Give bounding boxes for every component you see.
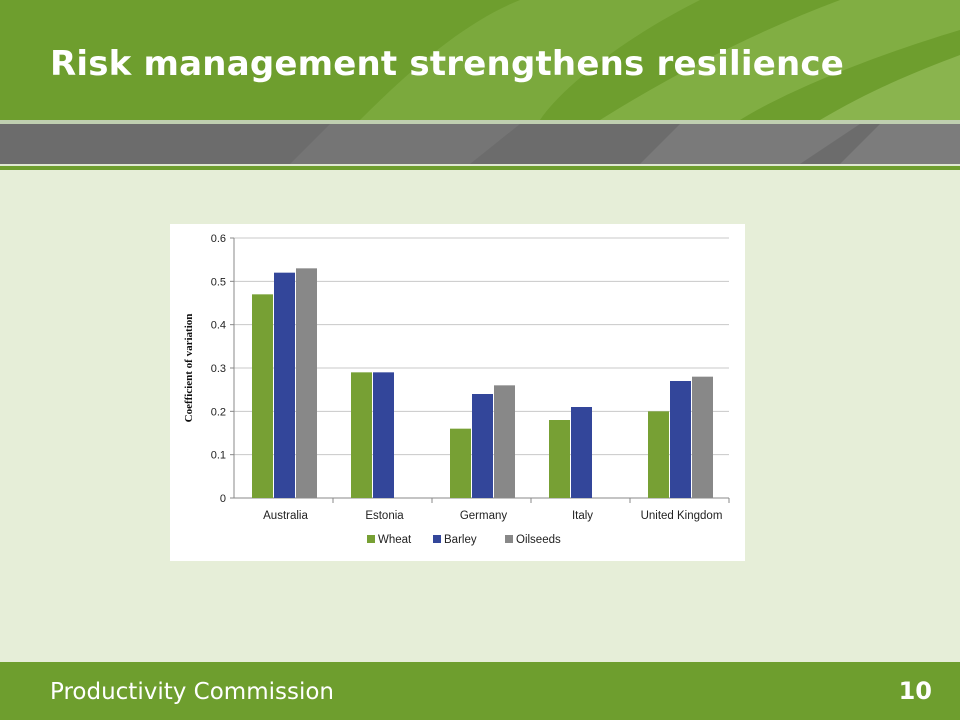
bar-oilseeds-united-kingdom xyxy=(692,376,713,498)
bar-wheat-estonia xyxy=(351,372,372,498)
x-tick-label: Estonia xyxy=(365,510,404,522)
page-number: 10 xyxy=(898,677,932,705)
y-tick-label: 0.6 xyxy=(211,233,226,245)
bar-wheat-italy xyxy=(549,420,570,498)
footer-label: Productivity Commission xyxy=(50,679,334,705)
bar-wheat-germany xyxy=(450,428,471,498)
bar-wheat-australia xyxy=(252,294,273,498)
y-tick-label: 0.1 xyxy=(211,450,226,462)
x-tick-label: United Kingdom xyxy=(641,510,723,522)
y-tick-label: 0.4 xyxy=(211,320,226,332)
bar-barley-australia xyxy=(274,272,295,498)
legend-label-wheat: Wheat xyxy=(378,534,412,546)
band-decoration xyxy=(0,120,960,170)
legend-label-oilseeds: Oilseeds xyxy=(516,534,561,546)
bar-oilseeds-germany xyxy=(494,385,515,498)
y-tick-label: 0 xyxy=(220,493,226,505)
slide-title: Risk management strengthens resilience xyxy=(50,44,844,84)
legend-swatch-oilseeds xyxy=(505,535,513,543)
legend-label-barley: Barley xyxy=(444,534,477,546)
bar-barley-germany xyxy=(472,394,493,498)
slide-header: Risk management strengthens resilience xyxy=(0,0,960,120)
bar-barley-italy xyxy=(571,407,592,498)
legend-swatch-barley xyxy=(433,535,441,543)
y-tick-label: 0.2 xyxy=(211,406,226,418)
bar-barley-estonia xyxy=(373,372,394,498)
bar-barley-united-kingdom xyxy=(670,381,691,498)
slide-footer: Productivity Commission 10 xyxy=(0,662,960,720)
legend-swatch-wheat xyxy=(367,535,375,543)
bar-chart: 0 0.1 0.2 0.3 0.4 0.5 0.6 Australia Estonia Germa… xyxy=(183,233,730,546)
y-axis-label: Coefficient of variation xyxy=(183,314,195,423)
header-decoration xyxy=(360,0,960,120)
x-tick-label: Italy xyxy=(572,510,593,522)
chart-container: 0 0.1 0.2 0.3 0.4 0.5 0.6 Australia Estonia Germa… xyxy=(170,224,745,561)
y-tick-label: 0.3 xyxy=(211,363,226,375)
bar-oilseeds-australia xyxy=(296,268,317,498)
x-tick-label: Germany xyxy=(460,510,508,522)
bar-wheat-united-kingdom xyxy=(648,411,669,498)
x-tick-label: Australia xyxy=(263,510,308,522)
header-band xyxy=(0,120,960,170)
y-tick-label: 0.5 xyxy=(211,276,226,288)
